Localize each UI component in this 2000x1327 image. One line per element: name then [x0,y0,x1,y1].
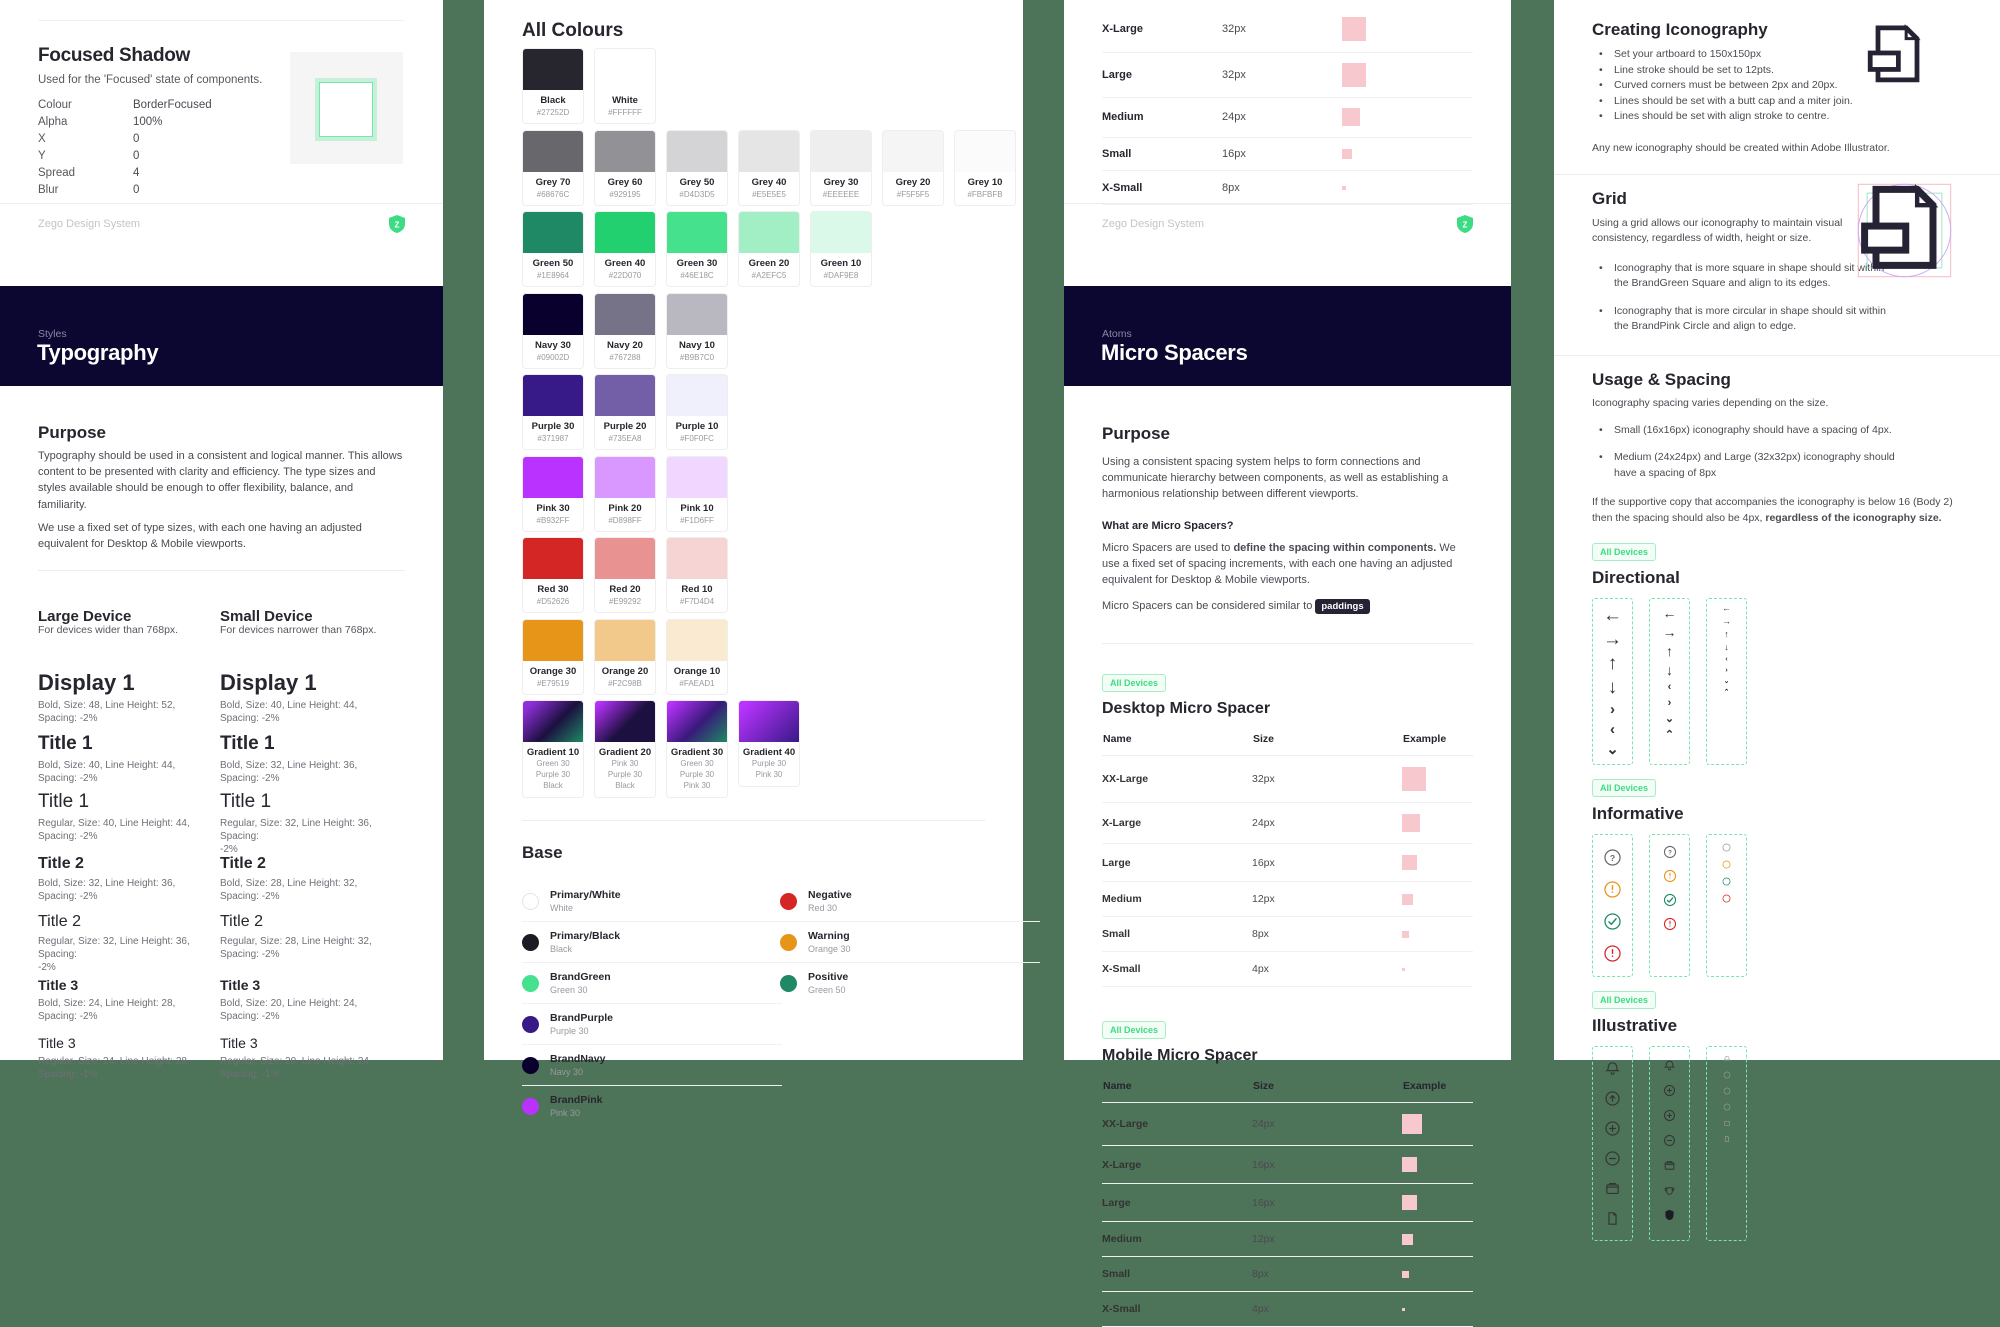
svg-text:?: ? [1610,853,1615,863]
svg-text:Z: Z [1463,220,1468,229]
svg-text:Z: Z [395,220,400,229]
svg-text:?: ? [1668,850,1672,857]
